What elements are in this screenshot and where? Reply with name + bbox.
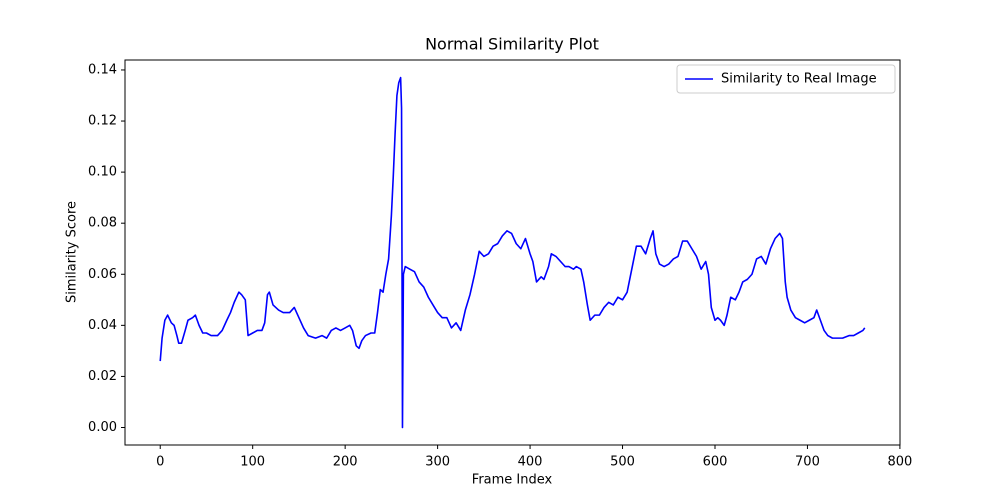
x-tick-label: 400 — [518, 455, 543, 470]
x-tick-label: 700 — [795, 455, 820, 470]
x-axis-label: Frame Index — [472, 473, 553, 488]
legend-label: Similarity to Real Image — [721, 72, 877, 87]
x-tick-label: 800 — [887, 455, 912, 470]
chart-title: Normal Similarity Plot — [425, 35, 599, 54]
x-tick-label: 600 — [703, 455, 728, 470]
x-tick-label: 100 — [240, 455, 265, 470]
y-tick-label: 0.02 — [88, 369, 117, 384]
axes-frame — [124, 59, 901, 446]
y-tick-label: 0.08 — [88, 216, 117, 231]
y-tick-label: 0.14 — [88, 62, 117, 77]
y-tick-label: 0.00 — [88, 420, 117, 435]
x-tick-label: 300 — [425, 455, 450, 470]
y-tick-label: 0.06 — [88, 267, 117, 282]
data-line — [159, 76, 866, 429]
x-tick-label: 0 — [156, 455, 164, 470]
y-tick-label: 0.10 — [88, 165, 117, 180]
legend-box — [676, 64, 896, 94]
x-tick-label: 200 — [333, 455, 358, 470]
y-tick-label: 0.12 — [88, 114, 117, 129]
y-tick-label: 0.04 — [88, 318, 117, 333]
x-tick-label: 500 — [610, 455, 635, 470]
y-axis-label: Similarity Score — [65, 201, 80, 303]
